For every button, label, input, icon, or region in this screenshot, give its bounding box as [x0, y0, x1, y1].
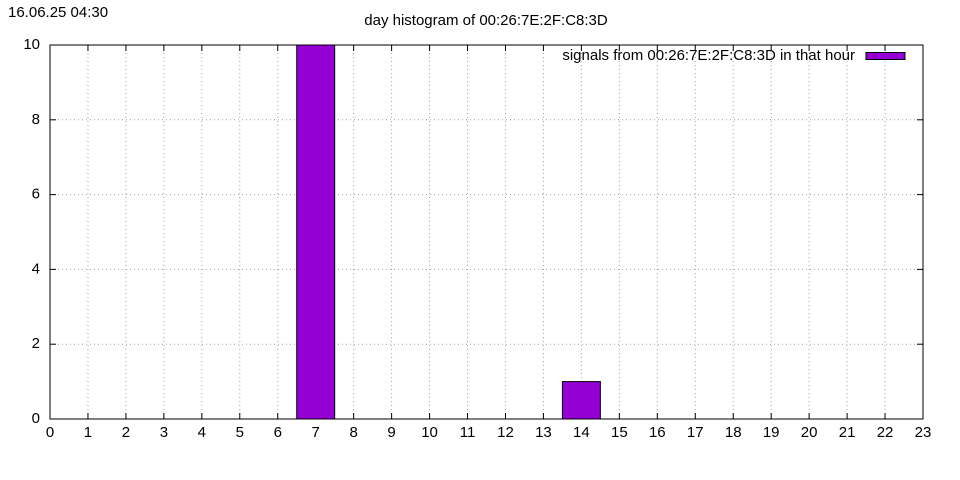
x-tick-label: 5: [236, 424, 244, 441]
bar: [561, 381, 601, 420]
plot-border: [49, 44, 924, 420]
y-tick-label: 0: [32, 410, 40, 427]
x-tick-label: 22: [877, 424, 894, 441]
x-tick-label: 19: [763, 424, 780, 441]
bar: [296, 44, 336, 420]
y-tick-label: 2: [32, 335, 40, 352]
y-tick-label: 8: [32, 111, 40, 128]
x-tick-label: 8: [349, 424, 357, 441]
y-tick-label: 4: [32, 260, 40, 277]
chart-title: day histogram of 00:26:7E:2F:C8:3D: [364, 12, 608, 29]
x-tick-label: 7: [312, 424, 320, 441]
x-tick-label: 20: [801, 424, 818, 441]
x-tick-label: 4: [198, 424, 206, 441]
x-tick-label: 11: [460, 424, 476, 441]
x-tick-label: 16: [649, 424, 666, 441]
y-tick-label: 10: [23, 36, 40, 53]
x-tick-label: 12: [497, 424, 514, 441]
x-tick-label: 1: [84, 424, 92, 441]
legend-swatch: [865, 52, 906, 60]
legend-label: signals from 00:26:7E:2F:C8:3D in that h…: [562, 47, 855, 64]
timestamp: 16.06.25 04:30: [8, 4, 108, 21]
x-tick-label: 14: [573, 424, 590, 441]
x-tick-label: 0: [46, 424, 54, 441]
x-tick-label: 2: [122, 424, 130, 441]
x-tick-label: 23: [915, 424, 932, 441]
x-tick-label: 15: [611, 424, 628, 441]
y-tick-label: 6: [32, 186, 40, 203]
x-tick-label: 3: [160, 424, 168, 441]
x-tick-label: 13: [535, 424, 552, 441]
x-tick-label: 10: [421, 424, 438, 441]
x-tick-label: 6: [274, 424, 282, 441]
x-tick-label: 17: [687, 424, 704, 441]
x-tick-label: 18: [725, 424, 742, 441]
x-tick-label: 9: [387, 424, 395, 441]
x-tick-label: 21: [839, 424, 856, 441]
